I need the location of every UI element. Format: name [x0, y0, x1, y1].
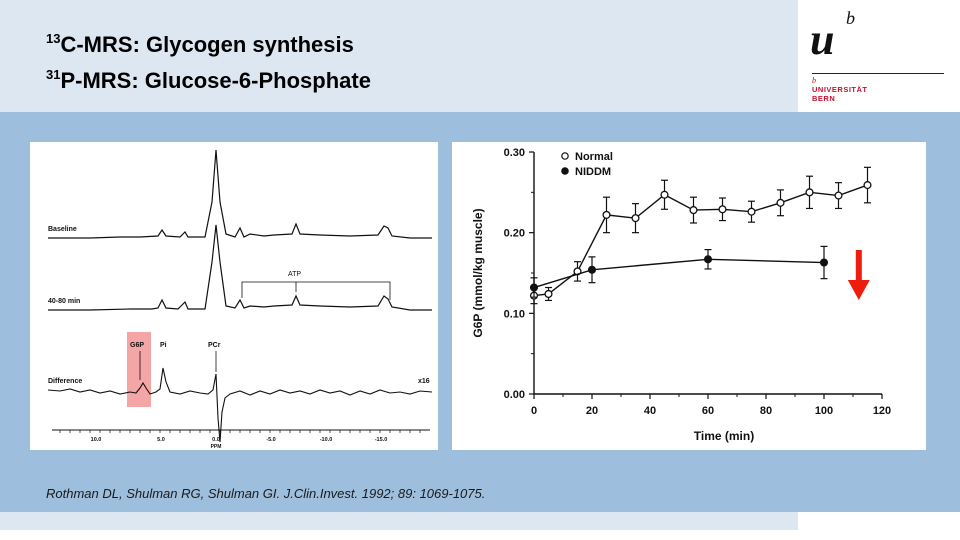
- data-point-normal: [747, 207, 756, 216]
- logo-small-b: b: [812, 76, 816, 85]
- scale-factor-label: x16: [418, 378, 430, 385]
- atp-label: ATP: [288, 271, 301, 278]
- spectrum-panel: Baseline 40-80 min ATP Difference x16 G6…: [30, 142, 438, 450]
- title-line-1-text: C-MRS: Glycogen synthesis: [60, 32, 354, 57]
- x-tick-label: 120: [873, 405, 891, 417]
- atp-bracket: [241, 281, 391, 300]
- logo-u-mark: u: [810, 15, 835, 64]
- logo-divider: [812, 73, 944, 74]
- spectrum-figure: Baseline 40-80 min ATP Difference x16 G6…: [47, 149, 433, 450]
- university-logo: u b b UNIVERSITÄT BERN: [810, 6, 950, 110]
- data-point-normal: [544, 289, 553, 299]
- title-band: 13C-MRS: Glycogen synthesis 31P-MRS: Glu…: [0, 0, 798, 112]
- title-line-2: 31P-MRS: Glucose-6-Phosphate: [46, 60, 371, 96]
- x-tick-label: 80: [760, 405, 772, 417]
- ppm-tick-label: -10.0: [320, 437, 333, 443]
- pi-label: Pi: [160, 342, 167, 349]
- y-axis-label: G6P (mmol/kg muscle): [471, 208, 485, 337]
- y-tick-label: 0.30: [504, 147, 525, 159]
- bottom-strip: [0, 512, 798, 530]
- g6p-chart-panel: G6P (mmol/kg muscle) Time (min) Normal N…: [452, 142, 926, 450]
- legend-niddm-label: NIDDM: [575, 166, 611, 178]
- ppm-tick-label: -15.0: [375, 437, 388, 443]
- data-point-normal: [776, 198, 785, 207]
- timepoint-trace: [48, 224, 432, 311]
- decrease-arrow-icon: [847, 250, 870, 300]
- x-tick-label: 20: [586, 405, 598, 417]
- legend-normal-label: Normal: [575, 151, 613, 163]
- data-point-niddm: [703, 255, 713, 264]
- logo-wordmark: UNIVERSITÄT BERN: [812, 85, 868, 103]
- timepoint-label: 40-80 min: [48, 298, 80, 305]
- data-point-normal: [834, 191, 843, 200]
- ppm-minor-ticks: [59, 430, 421, 433]
- x-tick-label: 100: [815, 405, 833, 417]
- y-tick-label: 0.10: [504, 308, 525, 320]
- difference-trace: [47, 367, 433, 443]
- data-point-niddm: [587, 265, 597, 274]
- citation: Rothman DL, Shulman RG, Shulman GI. J.Cl…: [46, 486, 486, 501]
- baseline-trace: [48, 149, 432, 239]
- data-point-normal: [863, 181, 872, 190]
- x-axis-label: Time (min): [694, 429, 754, 443]
- data-point-normal: [602, 210, 611, 219]
- slide-title: 13C-MRS: Glycogen synthesis 31P-MRS: Glu…: [46, 24, 371, 96]
- data-point-niddm: [819, 258, 829, 267]
- chart-legend: Normal NIDDM: [561, 151, 613, 178]
- title-line-1-isotope: 13: [46, 31, 61, 46]
- difference-label: Difference: [48, 378, 82, 385]
- title-line-2-text: P-MRS: Glucose-6-Phosphate: [60, 68, 371, 93]
- data-point-niddm: [529, 283, 539, 292]
- data-point-normal: [689, 206, 698, 215]
- logo-b-mark: b: [846, 8, 855, 28]
- title-line-1: 13C-MRS: Glycogen synthesis: [46, 24, 371, 60]
- g6p-chart: G6P (mmol/kg muscle) Time (min) Normal N…: [471, 147, 891, 443]
- legend-normal-marker: [561, 152, 569, 160]
- series-line-normal: [533, 184, 868, 297]
- x-tick-label: 0: [531, 405, 537, 417]
- ppm-tick-label: 0.0: [212, 437, 220, 443]
- baseline-label: Baseline: [48, 226, 77, 233]
- pcr-label: PCr: [208, 342, 221, 349]
- y-tick-label: 0.20: [504, 228, 525, 240]
- y-tick-label: 0.00: [504, 389, 525, 401]
- ppm-tick-label: 10.0: [91, 437, 102, 443]
- x-tick-label: 40: [644, 405, 656, 417]
- ppm-tick-label: 5.0: [157, 437, 165, 443]
- g6p-label: G6P: [130, 342, 144, 349]
- logo-line-1: UNIVERSITÄT: [812, 85, 868, 94]
- x-tick-label: 60: [702, 405, 714, 417]
- title-line-2-isotope: 31: [46, 67, 61, 82]
- data-point-normal: [660, 190, 669, 199]
- data-point-normal: [631, 214, 640, 223]
- ppm-tick-label: -5.0: [266, 437, 275, 443]
- series-line-niddm: [533, 258, 825, 289]
- legend-niddm-marker: [561, 167, 569, 175]
- g6p-highlight: [127, 332, 151, 407]
- data-point-normal: [805, 188, 814, 197]
- data-point-normal: [718, 205, 727, 214]
- logo-line-2: BERN: [812, 94, 836, 103]
- ppm-unit-label: PPM: [211, 444, 222, 450]
